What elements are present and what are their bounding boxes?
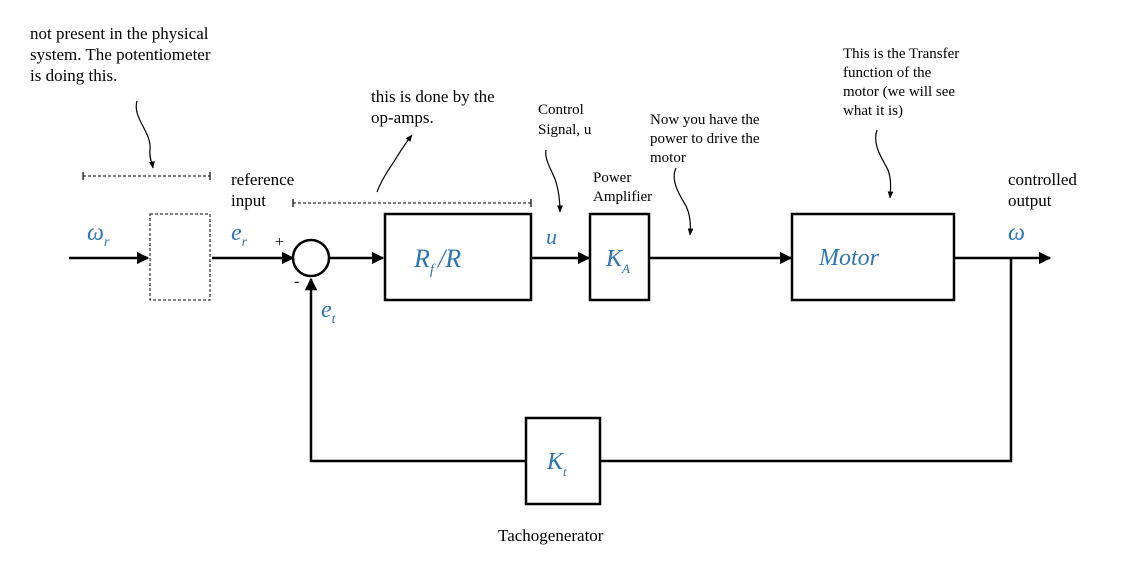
control-signal-pointer-arrow <box>545 149 563 213</box>
transfer-pointer-arrow <box>875 129 894 199</box>
transfer-function-note: This is the Transfer function of the mot… <box>843 46 963 119</box>
opamp-bracket <box>292 199 532 207</box>
gain-block <box>383 212 533 302</box>
tachogenerator-label: Tachogenerator <box>498 526 604 545</box>
reference-input-label: reference input <box>231 170 298 210</box>
motor-block <box>790 212 956 302</box>
potentiometer-pointer-arrow <box>135 100 155 169</box>
power-amplifier-block-label: KA <box>605 246 630 276</box>
feedback-path-left <box>304 277 526 463</box>
opamp-pointer-arrow <box>376 134 413 193</box>
e-r-label: er <box>231 220 248 250</box>
potentiometer-bracket <box>82 172 211 180</box>
summing-junction <box>291 238 331 278</box>
power-amplifier-block <box>588 212 651 302</box>
power-note: Now you have the power to drive the moto… <box>650 112 763 166</box>
motor-block-label: Motor <box>818 245 880 271</box>
power-amplifier-label: Power Amplifier <box>593 170 652 205</box>
omega-label: ω <box>1008 220 1025 246</box>
control-signal-label: Control Signal, u <box>538 102 592 138</box>
minus-sign: - <box>294 273 299 290</box>
omega-r-label: ωr <box>87 220 110 250</box>
opamp-note: this is done by the op-amps. <box>371 87 499 127</box>
feedback-path-right <box>600 258 1013 463</box>
potentiometer-note: not present in the physical system. The … <box>30 24 215 85</box>
plus-sign: + <box>275 234 284 251</box>
tachogenerator-block-label: Kt <box>546 449 567 479</box>
e-t-label: et <box>321 297 337 327</box>
power-pointer-arrow <box>673 167 694 236</box>
gain-block-label: Rf/R <box>413 244 461 278</box>
u-label: u <box>546 224 557 249</box>
tachogenerator-block <box>524 416 602 506</box>
potentiometer-block <box>149 213 211 301</box>
controlled-output-label: controlled output <box>1008 170 1081 210</box>
